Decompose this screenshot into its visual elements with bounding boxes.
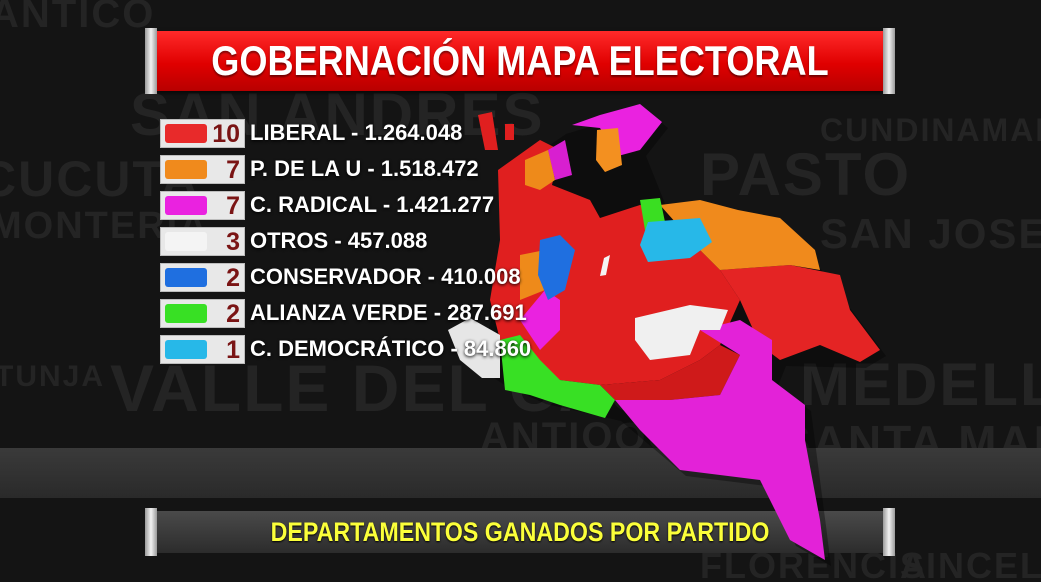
- dept-verde: [500, 335, 615, 418]
- legend-item-radical: 7 C. RADICAL - 1.421.277: [160, 188, 580, 224]
- dept-radical: [548, 140, 572, 180]
- legend-label: OTROS - 457.088: [250, 228, 428, 253]
- bg-word: MEDELLIN: [800, 351, 1041, 418]
- bg-word: CUNDINAMARCA: [820, 112, 1041, 148]
- legend-swatch-box: 3: [160, 227, 245, 256]
- dept-democratico: [640, 218, 712, 262]
- legend-swatch-box: 10: [160, 119, 245, 148]
- legend-swatch-box: 7: [160, 191, 245, 220]
- legend-swatch: [165, 196, 207, 215]
- bg-word: PASTO: [700, 141, 912, 208]
- bg-word: SINCELE: [900, 545, 1041, 582]
- legend-swatch-box: 1: [160, 335, 245, 364]
- legend-count: 1: [226, 336, 240, 364]
- legend-label: C. RADICAL - 1.421.277: [250, 192, 495, 217]
- dept-radical: [615, 320, 825, 560]
- departments: [448, 104, 880, 560]
- legend-swatch: [165, 124, 207, 143]
- dept-liberal: [478, 112, 514, 150]
- bg-word: ANTICO: [0, 0, 156, 36]
- legend-count: 2: [226, 264, 240, 292]
- dept-conservador: [538, 235, 575, 300]
- legend-count: 7: [226, 156, 240, 184]
- legend-swatch: [165, 268, 207, 287]
- legend-item-liberal: 10 LIBERAL - 1.264.048: [160, 116, 580, 152]
- legend-count: 10: [212, 120, 240, 148]
- title-bar-cap-left: [145, 28, 157, 94]
- title-bar: GOBERNACIÓN MAPA ELECTORAL: [145, 28, 895, 94]
- legend-label: LIBERAL - 1.264.048: [250, 120, 463, 145]
- legend-item-conservador: 2 CONSERVADOR - 410.008: [160, 260, 580, 296]
- dept-liberal: [600, 345, 740, 400]
- legend-label: C. DEMOCRÁTICO - 84.860: [250, 336, 532, 361]
- legend-swatch: [165, 160, 207, 179]
- dept-radical: [520, 290, 560, 350]
- legend-item-otros: 3 OTROS - 457.088: [160, 224, 580, 260]
- legend-count: 2: [226, 300, 240, 328]
- legend-swatch: [165, 340, 207, 359]
- legend-count: 3: [226, 228, 240, 256]
- bg-word: TUNJA: [0, 360, 106, 393]
- subtitle-bar-cap-right: [883, 508, 895, 556]
- legend-label: ALIANZA VERDE - 287.691: [250, 300, 527, 325]
- legend-swatch-box: 2: [160, 263, 245, 292]
- legend-label: CONSERVADOR - 410.008: [250, 264, 521, 289]
- dept-otros: [448, 318, 500, 378]
- subtitle-bar-cap-left: [145, 508, 157, 556]
- legend-count: 7: [226, 192, 240, 220]
- subtitle: DEPARTAMENTOS GANADOS POR PARTIDO: [270, 516, 770, 547]
- subtitle-bar: DEPARTAMENTOS GANADOS POR PARTIDO: [145, 508, 895, 556]
- bg-word: SAN JOSE DE: [820, 210, 1041, 257]
- legend-swatch: [165, 304, 207, 323]
- dept-otros: [600, 255, 610, 276]
- dept-otros: [635, 305, 728, 360]
- legend-item-u: 7 P. DE LA U - 1.518.472: [160, 152, 580, 188]
- legend-item-democratico: 1 C. DEMOCRÁTICO - 84.860: [160, 332, 580, 368]
- dept-u: [596, 128, 622, 172]
- background-band: [0, 448, 1041, 498]
- legend: 10 LIBERAL - 1.264.048 7 P. DE LA U - 1.…: [160, 116, 580, 368]
- dept-u: [660, 200, 820, 270]
- title-bar-cap-right: [883, 28, 895, 94]
- page-title: GOBERNACIÓN MAPA ELECTORAL: [211, 37, 829, 84]
- legend-swatch-box: 7: [160, 155, 245, 184]
- legend-swatch: [165, 232, 207, 251]
- legend-swatch-box: 2: [160, 299, 245, 328]
- legend-item-alianza-verde: 2 ALIANZA VERDE - 287.691: [160, 296, 580, 332]
- legend-label: P. DE LA U - 1.518.472: [250, 156, 479, 181]
- dept-u: [525, 150, 555, 190]
